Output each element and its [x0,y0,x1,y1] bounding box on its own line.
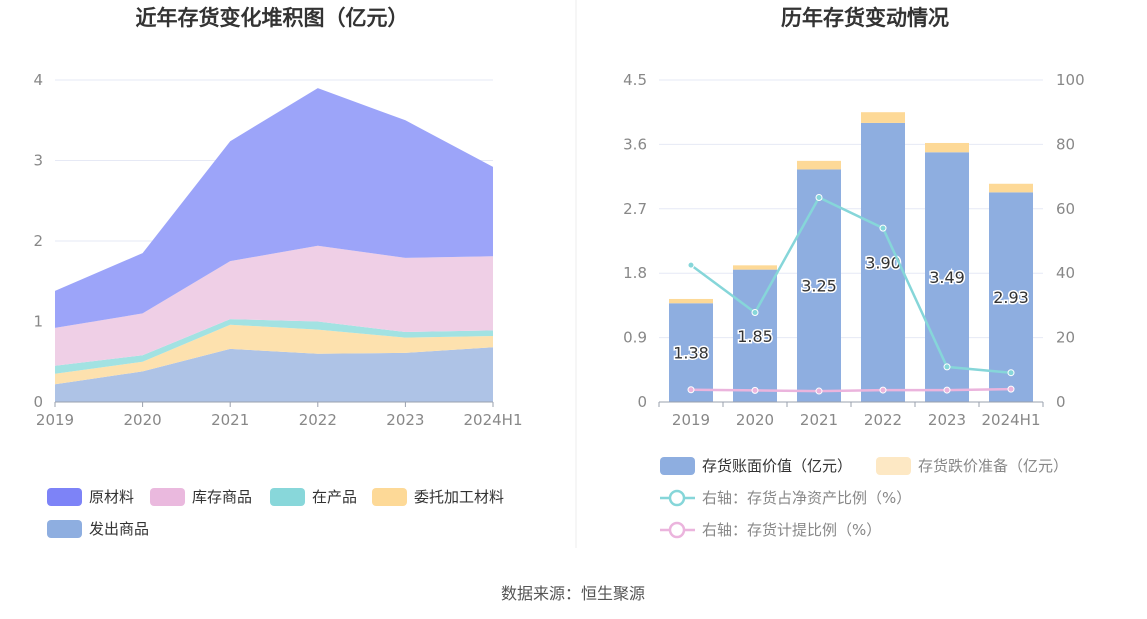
bar-存货跌价准备（亿元） [989,183,1033,193]
right-x-tick-label: 2024H1 [982,411,1041,429]
right-y-left-tick-label: 0.9 [623,329,647,347]
line-point [751,308,759,316]
left-x-tick-label: 2020 [124,411,162,429]
right-y-left-tick-label: 1.8 [623,264,647,282]
legend-label: 委托加工材料 [414,488,504,506]
line-point [943,386,951,394]
bar-存货跌价准备（亿元） [925,142,969,153]
area-原材料 [55,88,493,328]
legend-label: 右轴：存货占净资产比例（%） [702,489,911,507]
right-chart-legend: 存货账面价值（亿元） 存货跌价准备（亿元） 右轴：存货占净资产比例（%） 右轴：存货计… [660,457,1068,539]
area-库存商品 [55,245,493,366]
legend-swatch [660,457,695,475]
line-右轴：存货计提比例（%） [690,387,1012,393]
left-y-tick-label: 4 [33,71,43,89]
legend-label: 存货账面价值（亿元） [702,457,852,475]
bar-存货账面价值（亿元） [669,303,713,402]
left-x-tick-label: 2023 [386,411,424,429]
line-point [687,261,695,269]
legend-label: 库存商品 [192,488,252,506]
line-point [815,194,823,202]
right-y-right-tick-label: 100 [1056,71,1085,89]
legend-swatch [47,488,82,506]
right-y-right-tick-label: 20 [1056,329,1075,347]
right-y-right-tick-label: 40 [1056,264,1075,282]
right-x-tick-label: 2019 [672,411,710,429]
legend-label: 在产品 [312,488,357,506]
bar-存货账面价值（亿元） [989,192,1033,402]
legend-label: 原材料 [89,488,134,506]
legend-swatch [270,488,305,506]
bar-存货账面价值（亿元） [733,269,777,402]
left-y-tick-label: 0 [33,393,43,411]
bar-存货账面价值（亿元） [797,169,841,402]
legend-swatch [47,520,82,538]
line-point [751,386,759,394]
legend-marker [668,521,686,539]
bar-value-label: 3.49 [929,268,965,287]
right-y-right-tick-label: 60 [1056,200,1075,218]
bar-line-chart: 0 0 0.9 20 1.8 40 2.7 60 3.6 80 4.5 100 1.38 1.85 3.25… [623,71,1085,429]
bar-value-label: 2.93 [993,288,1029,307]
left-x-tick-label: 2022 [299,411,337,429]
bar-存货跌价准备（亿元） [669,298,713,304]
right-chart-title: 历年存货变动情况 [781,6,949,30]
stacked-area-chart: 0 1 2 3 4 2019 2020 2021 2022 2023 2024H1 [33,71,522,429]
right-y-left-tick-label: 3.6 [623,135,647,153]
bar-value-label: 1.85 [737,327,773,346]
bar-存货跌价准备（亿元） [733,265,777,270]
legend-label: 存货跌价准备（亿元） [918,457,1068,475]
legend-swatch [372,488,407,506]
left-chart-title: 近年存货变化堆积图（亿元） [136,6,409,30]
source-note: 数据来源：恒生聚源 [501,584,645,603]
legend-label: 右轴：存货计提比例（%） [702,521,881,539]
legend-marker [668,489,686,507]
bar-存货跌价准备（亿元） [797,160,841,170]
area-委托加工材料 [55,324,493,385]
area-在产品 [55,319,493,374]
line-point [815,387,823,395]
right-x-tick-label: 2020 [736,411,774,429]
right-y-left-tick-label: 2.7 [623,200,647,218]
left-x-tick-label: 2021 [211,411,249,429]
bar-value-label: 3.25 [801,277,837,296]
bar-value-label: 3.90 [865,253,901,272]
right-y-right-tick-label: 0 [1056,393,1066,411]
line-point [943,363,951,371]
right-y-left-tick-label: 4.5 [623,71,647,89]
line-point [1007,369,1015,377]
left-y-tick-label: 3 [33,152,43,170]
bar-存货跌价准备（亿元） [861,112,905,123]
legend-swatch [876,457,911,475]
line-point [687,386,695,394]
right-x-tick-label: 2021 [800,411,838,429]
left-y-tick-label: 1 [33,313,43,331]
right-y-left-tick-label: 0 [637,393,647,411]
bar-value-label: 1.38 [673,344,709,363]
bar-存货账面价值（亿元） [925,152,969,402]
left-y-tick-label: 2 [33,232,43,250]
line-point [879,386,887,394]
line-右轴：存货占净资产比例（%） [690,195,1012,374]
area-发出商品 [55,347,493,402]
left-x-tick-label: 2019 [36,411,74,429]
legend-swatch [150,488,185,506]
line-point [1007,385,1015,393]
right-x-tick-label: 2022 [864,411,902,429]
line-point [879,224,887,232]
legend-label: 发出商品 [89,520,149,538]
right-y-right-tick-label: 80 [1056,135,1075,153]
right-x-tick-label: 2023 [928,411,966,429]
left-x-tick-label: 2024H1 [464,411,523,429]
